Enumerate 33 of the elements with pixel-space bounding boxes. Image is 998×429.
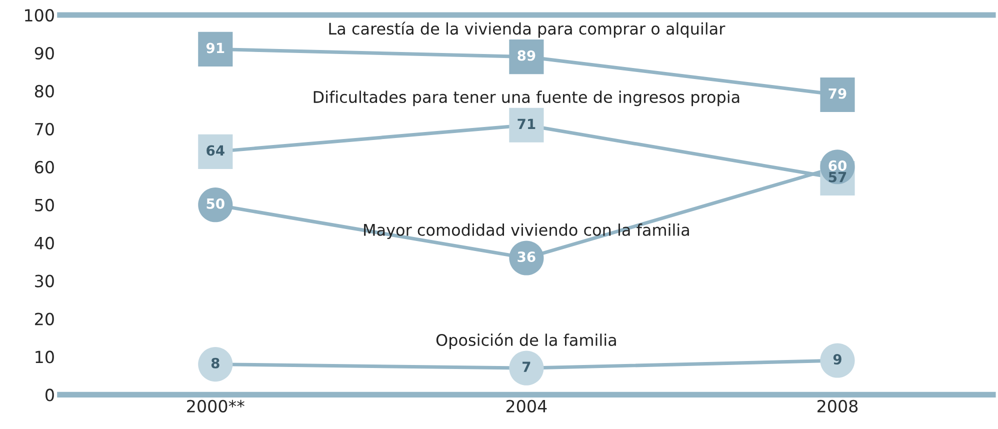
data-label: 7: [522, 362, 530, 372]
data-label: 50: [206, 198, 224, 209]
series-label: Dificultades para tener una fuente de ingresos propia: [314, 90, 740, 106]
y-tick-label: 40: [34, 236, 54, 250]
data-label: 89: [518, 50, 536, 61]
data-label: 36: [518, 252, 536, 262]
data-label: 79: [828, 88, 846, 99]
y-tick-label: 20: [35, 312, 54, 326]
y-tick-label: 70: [35, 122, 54, 136]
data-label: 9: [833, 354, 842, 365]
x-tick-label: 2000**: [187, 400, 244, 412]
y-tick-label: 0: [46, 388, 54, 402]
y-tick-label: 10: [36, 350, 54, 364]
series-label: La carestía de la vivienda para comprar o alquilar: [329, 22, 726, 38]
data-label: 71: [518, 118, 536, 129]
y-tick-label: 80: [34, 84, 54, 98]
x-tick-label: 2004: [506, 400, 547, 412]
y-tick-label: 50: [35, 198, 54, 212]
y-tick-label: 100: [25, 8, 54, 22]
y-tick-label: 60: [34, 160, 54, 174]
x-tick-label: 2008: [818, 400, 858, 412]
series-label: Mayor comodidad viviendo con la familia: [364, 224, 689, 240]
point: [198, 347, 233, 382]
y-tick-label: 90: [34, 46, 54, 60]
data-label: 60: [828, 160, 846, 171]
point: [820, 343, 855, 378]
data-label: 91: [206, 42, 224, 54]
data-label: 8: [211, 358, 220, 368]
data-label: 64: [206, 145, 224, 156]
data-label: 57: [828, 172, 846, 182]
y-tick-label: 30: [35, 274, 54, 288]
point: [509, 350, 544, 386]
series-label: Oposición de la familia: [436, 333, 616, 350]
